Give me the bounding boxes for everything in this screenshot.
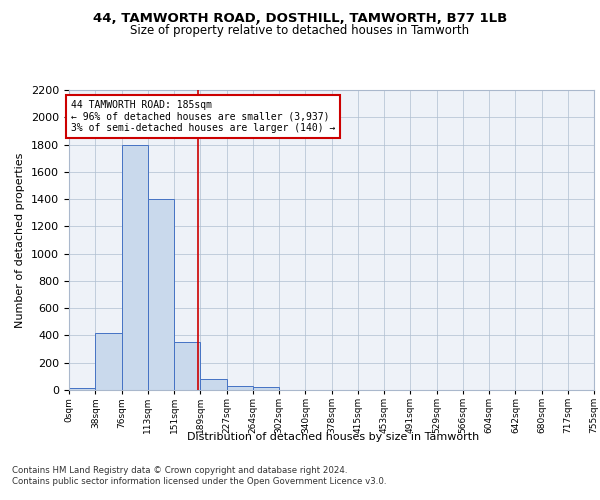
Bar (95, 332, 122, 390)
Bar (148, 199, 174, 390)
Bar (200, 379, 227, 390)
Text: Size of property relative to detached houses in Tamworth: Size of property relative to detached ho… (130, 24, 470, 37)
Y-axis label: Number of detached properties: Number of detached properties (16, 152, 25, 328)
Text: Contains HM Land Registry data © Crown copyright and database right 2024.: Contains HM Land Registry data © Crown c… (12, 466, 347, 475)
Bar (69, 388, 95, 390)
Bar (253, 388, 279, 390)
Bar (122, 144, 148, 390)
Bar (174, 342, 200, 390)
Bar (227, 386, 253, 390)
Text: 44 TAMWORTH ROAD: 185sqm
← 96% of detached houses are smaller (3,937)
3% of semi: 44 TAMWORTH ROAD: 185sqm ← 96% of detach… (71, 100, 335, 132)
Text: Distribution of detached houses by size in Tamworth: Distribution of detached houses by size … (187, 432, 479, 442)
Text: 44, TAMWORTH ROAD, DOSTHILL, TAMWORTH, B77 1LB: 44, TAMWORTH ROAD, DOSTHILL, TAMWORTH, B… (93, 12, 507, 26)
Text: Contains public sector information licensed under the Open Government Licence v3: Contains public sector information licen… (12, 477, 386, 486)
